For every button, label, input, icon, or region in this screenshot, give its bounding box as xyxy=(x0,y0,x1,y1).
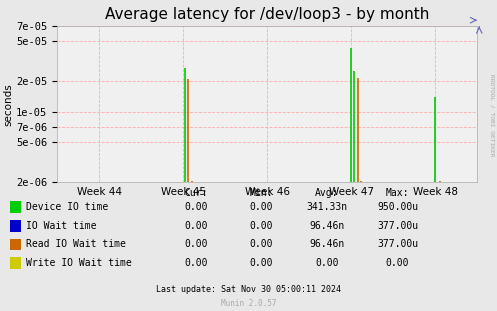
Text: IO Wait time: IO Wait time xyxy=(26,221,96,231)
Text: 950.00u: 950.00u xyxy=(377,202,418,212)
Text: Last update: Sat Nov 30 05:00:11 2024: Last update: Sat Nov 30 05:00:11 2024 xyxy=(156,285,341,294)
Text: 0.00: 0.00 xyxy=(249,239,273,249)
Text: Avg:: Avg: xyxy=(315,188,339,198)
Text: 0.00: 0.00 xyxy=(184,221,208,231)
Text: 0.00: 0.00 xyxy=(249,202,273,212)
Text: 96.46n: 96.46n xyxy=(310,221,344,231)
Text: 377.00u: 377.00u xyxy=(377,239,418,249)
Text: 0.00: 0.00 xyxy=(386,258,410,268)
Y-axis label: seconds: seconds xyxy=(3,83,13,126)
Text: 0.00: 0.00 xyxy=(249,258,273,268)
Text: Write IO Wait time: Write IO Wait time xyxy=(26,258,132,268)
Text: 0.00: 0.00 xyxy=(184,258,208,268)
Text: 377.00u: 377.00u xyxy=(377,221,418,231)
Text: 0.00: 0.00 xyxy=(249,221,273,231)
Text: Read IO Wait time: Read IO Wait time xyxy=(26,239,126,249)
Text: RRDTOOL / TOBI OETIKER: RRDTOOL / TOBI OETIKER xyxy=(490,74,495,156)
Text: Max:: Max: xyxy=(386,188,410,198)
Text: Min:: Min: xyxy=(249,188,273,198)
Text: Munin 2.0.57: Munin 2.0.57 xyxy=(221,299,276,308)
Text: 0.00: 0.00 xyxy=(315,258,339,268)
Text: Device IO time: Device IO time xyxy=(26,202,108,212)
Text: 96.46n: 96.46n xyxy=(310,239,344,249)
Title: Average latency for /dev/loop3 - by month: Average latency for /dev/loop3 - by mont… xyxy=(105,7,429,22)
Text: Cur:: Cur: xyxy=(184,188,208,198)
Text: 341.33n: 341.33n xyxy=(307,202,347,212)
Text: 0.00: 0.00 xyxy=(184,202,208,212)
Text: 0.00: 0.00 xyxy=(184,239,208,249)
